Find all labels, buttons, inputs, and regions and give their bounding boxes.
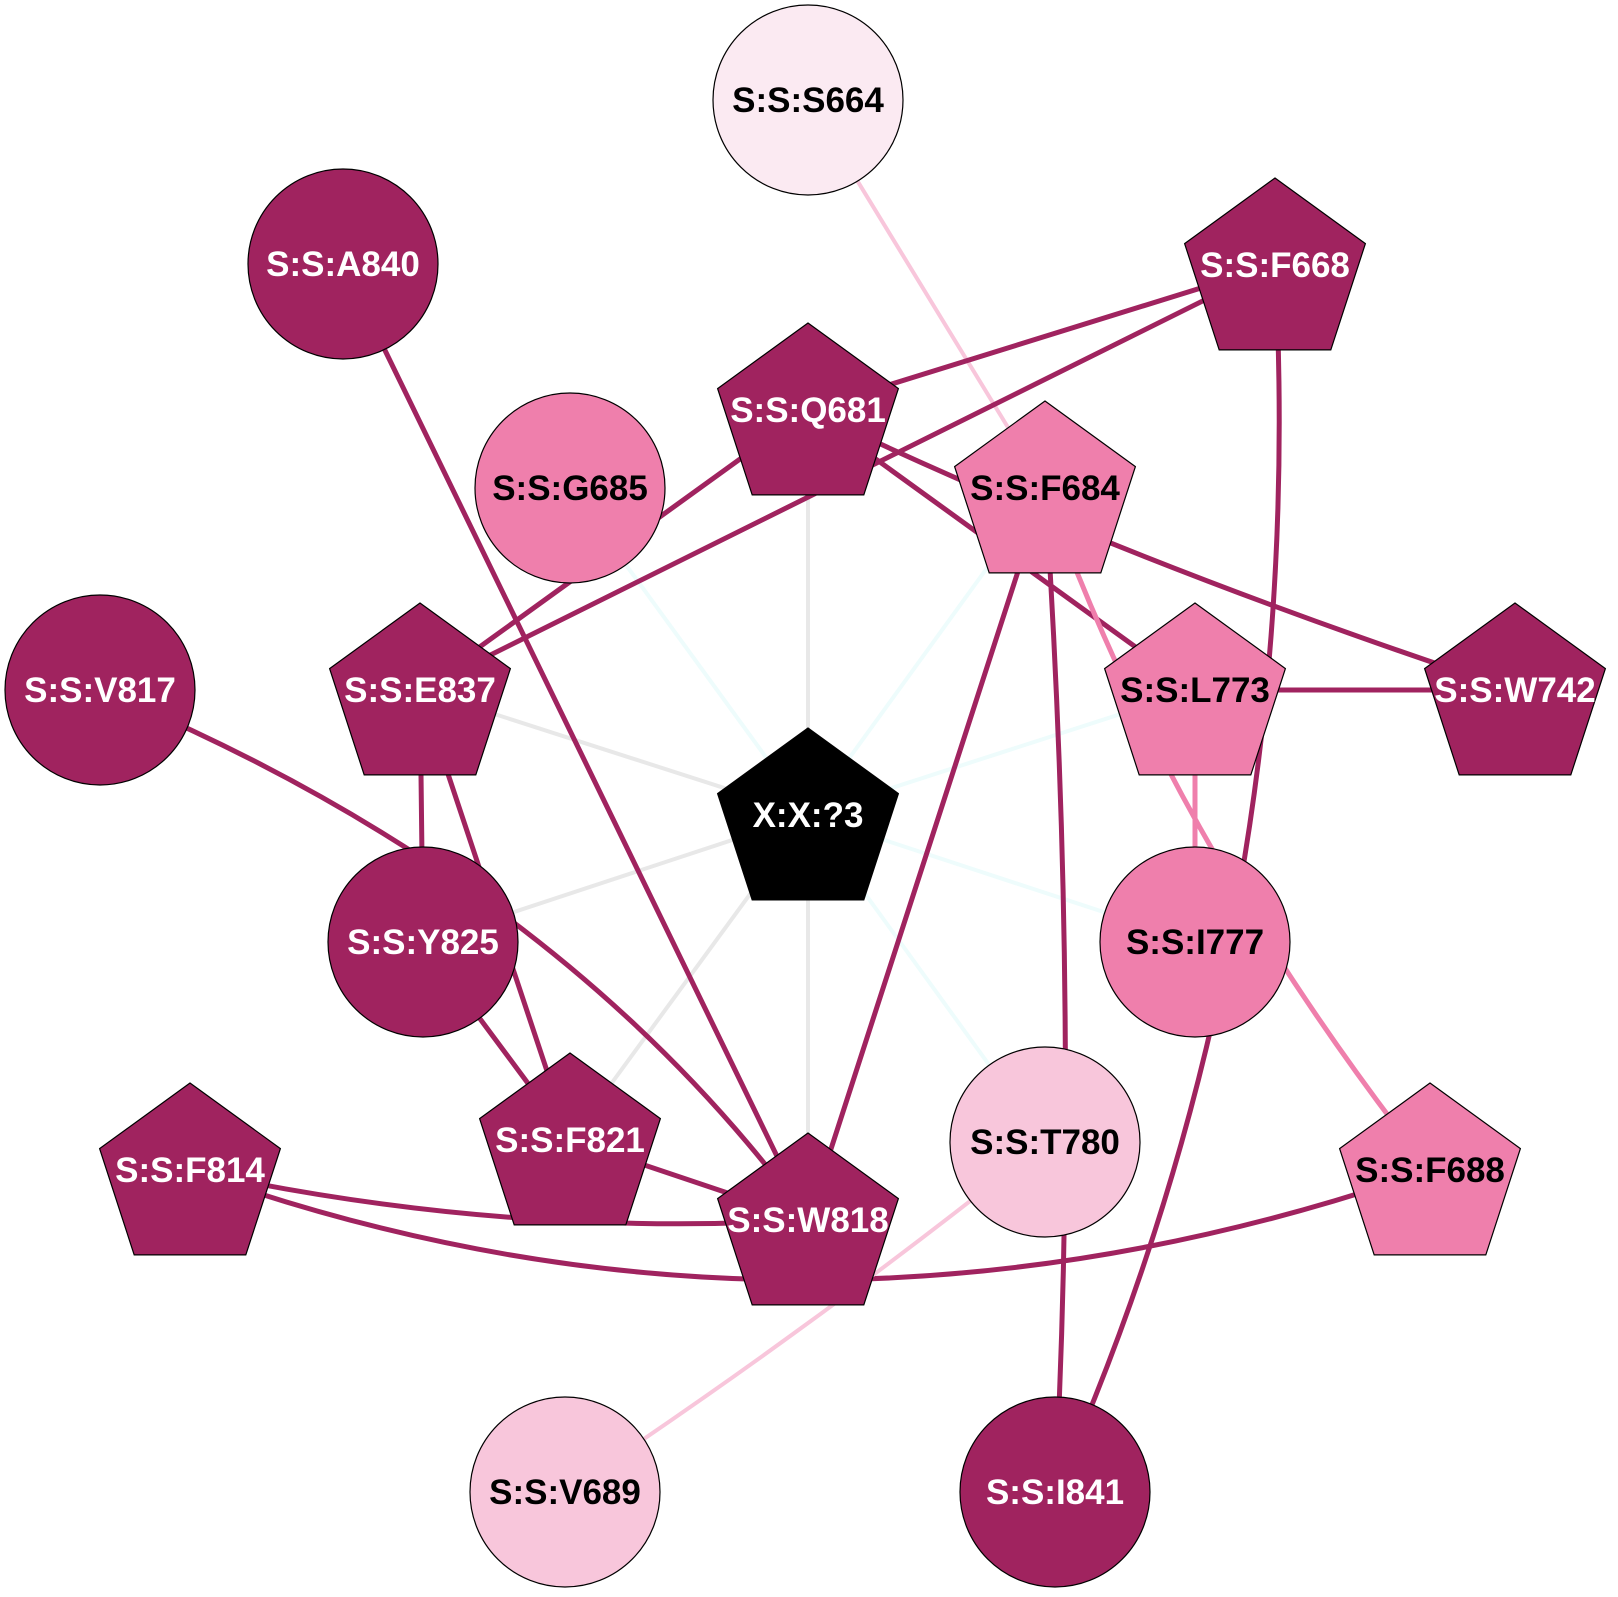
node-s-s-a840[interactable]: S:S:A840 — [247, 168, 439, 360]
node-s-s-y825[interactable]: S:S:Y825 — [327, 846, 519, 1038]
node-s-s-v689[interactable]: S:S:V689 — [469, 1396, 661, 1588]
edge-s-s-f814-to-s-s-w818 — [187, 1167, 811, 1227]
node-pentagon — [1338, 1082, 1522, 1256]
node-s-s-v817[interactable]: S:S:V817 — [4, 594, 196, 786]
node-label: S:S:I841 — [986, 1473, 1124, 1512]
node-pentagon — [478, 1052, 662, 1226]
node-label: S:S:F814 — [115, 1151, 265, 1190]
node-label: X:X:?3 — [753, 796, 864, 835]
node-s-s-t780[interactable]: S:S:T780 — [949, 1046, 1141, 1238]
node-label: S:S:Y825 — [347, 923, 499, 962]
node-s-s-e837[interactable]: S:S:E837 — [328, 602, 512, 776]
node-label: S:S:G685 — [492, 469, 648, 508]
node-s-s-i777[interactable]: S:S:I777 — [1099, 846, 1291, 1038]
node-s-s-w818[interactable]: S:S:W818 — [716, 1132, 900, 1306]
node-s-s-f688[interactable]: S:S:F688 — [1338, 1082, 1522, 1256]
edge-s-s-q681-to-s-s-w742 — [805, 407, 1518, 693]
node-circle — [959, 1396, 1151, 1588]
node-circle — [474, 392, 666, 584]
node-pentagon — [716, 1132, 900, 1306]
node-label: S:S:A840 — [266, 245, 420, 284]
node-label: S:S:V689 — [489, 1473, 641, 1512]
node-label: S:S:S664 — [732, 81, 884, 120]
node-label: S:S:W742 — [1434, 671, 1595, 710]
node-circle — [712, 4, 904, 196]
node-label: S:S:F668 — [1200, 246, 1350, 285]
node-s-s-q681[interactable]: S:S:Q681 — [716, 322, 900, 496]
node-label: S:S:F684 — [970, 469, 1120, 508]
node-label: S:S:T780 — [970, 1123, 1120, 1162]
node-s-s-s664[interactable]: S:S:S664 — [712, 4, 904, 196]
node-s-s-f821[interactable]: S:S:F821 — [478, 1052, 662, 1226]
node-circle — [247, 168, 439, 360]
node-pentagon — [1103, 602, 1287, 776]
node-s-s-f684[interactable]: S:S:F684 — [953, 400, 1137, 574]
node-pentagon — [328, 602, 512, 776]
edge-s-s-f684-to-s-s-i841 — [1042, 485, 1068, 1495]
node-circle — [327, 846, 519, 1038]
node-label: S:S:F688 — [1355, 1151, 1505, 1190]
node-pentagon — [1183, 177, 1367, 351]
node-circle — [949, 1046, 1141, 1238]
node-label: S:S:E837 — [344, 671, 496, 710]
edge-s-s-a840-to-s-s-w818 — [340, 261, 811, 1223]
node-pentagon — [716, 322, 900, 496]
node-s-s-g685[interactable]: S:S:G685 — [474, 392, 666, 584]
node-pentagon — [953, 400, 1137, 574]
node-pentagon — [98, 1082, 282, 1256]
node-s-s-i841[interactable]: S:S:I841 — [959, 1396, 1151, 1588]
node-label: S:S:V817 — [24, 671, 176, 710]
node-s-s-f814[interactable]: S:S:F814 — [98, 1082, 282, 1256]
node-layer: S:S:S664 S:S:A840 S:S:F668 S:S:Q681 S:S:G685… — [4, 4, 1607, 1588]
node-x-x-3[interactable]: X:X:?3 — [716, 727, 900, 901]
edge-s-s-f684-to-s-s-f688 — [1042, 485, 1433, 1173]
node-label: S:S:W818 — [727, 1201, 888, 1240]
node-circle — [469, 1396, 661, 1588]
node-pentagon — [1423, 602, 1607, 776]
node-circle — [4, 594, 196, 786]
node-label: S:S:I777 — [1126, 923, 1264, 962]
node-label: S:S:L773 — [1120, 671, 1270, 710]
node-label: S:S:F821 — [495, 1121, 645, 1160]
node-s-s-w742[interactable]: S:S:W742 — [1423, 602, 1607, 776]
node-s-s-f668[interactable]: S:S:F668 — [1183, 177, 1367, 351]
node-circle — [1099, 846, 1291, 1038]
node-label: S:S:Q681 — [730, 391, 886, 430]
edge-s-s-f684-to-s-s-w818 — [805, 485, 1048, 1223]
node-s-s-l773[interactable]: S:S:L773 — [1103, 602, 1287, 776]
node-pentagon — [716, 727, 900, 901]
